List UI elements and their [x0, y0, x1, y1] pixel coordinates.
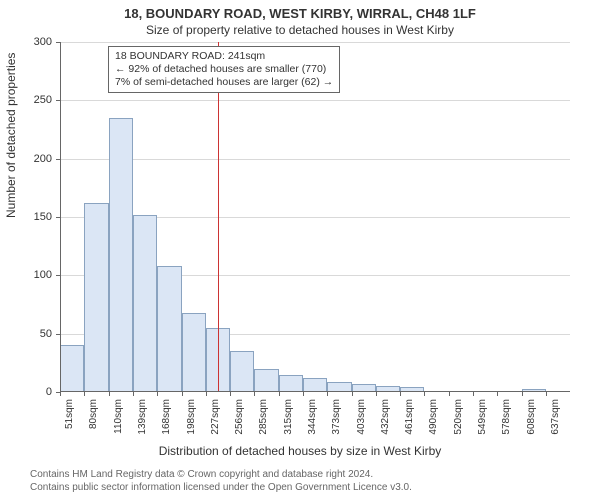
histogram-bar: [60, 345, 84, 392]
xtick-mark: [546, 392, 547, 396]
ytick-label: 200: [12, 153, 52, 165]
y-axis-line: [60, 42, 61, 392]
xtick-label: 432sqm: [380, 399, 391, 449]
ytick-label: 0: [12, 386, 52, 398]
xtick-label: 285sqm: [258, 399, 269, 449]
reference-line: [218, 42, 219, 392]
page-title: 18, BOUNDARY ROAD, WEST KIRBY, WIRRAL, C…: [0, 0, 600, 21]
xtick-label: 198sqm: [186, 399, 197, 449]
grid-line: [60, 159, 570, 160]
xtick-mark: [376, 392, 377, 396]
xtick-mark: [133, 392, 134, 396]
xtick-mark: [449, 392, 450, 396]
xtick-label: 80sqm: [88, 399, 99, 449]
xtick-label: 344sqm: [307, 399, 318, 449]
xtick-label: 637sqm: [550, 399, 561, 449]
xtick-mark: [327, 392, 328, 396]
plot-area: 05010015020025030051sqm80sqm110sqm139sqm…: [60, 42, 570, 430]
xtick-label: 139sqm: [137, 399, 148, 449]
xtick-label: 608sqm: [526, 399, 537, 449]
xtick-mark: [182, 392, 183, 396]
xtick-mark: [303, 392, 304, 396]
xtick-mark: [352, 392, 353, 396]
ytick-label: 100: [12, 269, 52, 281]
annotation-line: 7% of semi-detached houses are larger (6…: [115, 76, 333, 89]
histogram-bar: [109, 118, 133, 392]
attribution-line-1: Contains HM Land Registry data © Crown c…: [30, 469, 412, 482]
xtick-mark: [109, 392, 110, 396]
xtick-mark: [206, 392, 207, 396]
ytick-label: 300: [12, 36, 52, 48]
x-axis-line: [60, 391, 570, 392]
xtick-label: 315sqm: [283, 399, 294, 449]
xtick-mark: [254, 392, 255, 396]
attribution-line-2: Contains public sector information licen…: [30, 482, 412, 495]
xtick-mark: [84, 392, 85, 396]
attribution: Contains HM Land Registry data © Crown c…: [30, 469, 412, 494]
xtick-label: 461sqm: [404, 399, 415, 449]
xtick-mark: [522, 392, 523, 396]
xtick-mark: [157, 392, 158, 396]
histogram-bar: [279, 375, 303, 393]
ytick-label: 50: [12, 328, 52, 340]
xtick-label: 578sqm: [501, 399, 512, 449]
annotation-line: 18 BOUNDARY ROAD: 241sqm: [115, 50, 333, 63]
histogram-bar: [84, 203, 109, 392]
xtick-mark: [279, 392, 280, 396]
histogram-bar: [133, 215, 157, 392]
xtick-label: 403sqm: [356, 399, 367, 449]
xtick-label: 256sqm: [234, 399, 245, 449]
xtick-label: 373sqm: [331, 399, 342, 449]
annotation-box: 18 BOUNDARY ROAD: 241sqm← 92% of detache…: [108, 46, 340, 93]
y-axis-title: Number of detached properties: [4, 53, 18, 218]
xtick-mark: [230, 392, 231, 396]
histogram-bar: [303, 378, 327, 392]
histogram-bar: [254, 369, 279, 392]
grid-line: [60, 100, 570, 101]
xtick-mark: [424, 392, 425, 396]
xtick-label: 168sqm: [161, 399, 172, 449]
xtick-mark: [497, 392, 498, 396]
xtick-label: 549sqm: [477, 399, 488, 449]
histogram-bar: [182, 313, 206, 392]
chart-page: 18, BOUNDARY ROAD, WEST KIRBY, WIRRAL, C…: [0, 0, 600, 500]
xtick-label: 227sqm: [210, 399, 221, 449]
xtick-mark: [473, 392, 474, 396]
histogram: 05010015020025030051sqm80sqm110sqm139sqm…: [60, 42, 570, 392]
annotation-line: ← 92% of detached houses are smaller (77…: [115, 63, 333, 76]
xtick-label: 51sqm: [64, 399, 75, 449]
xtick-mark: [400, 392, 401, 396]
xtick-label: 490sqm: [428, 399, 439, 449]
xtick-label: 110sqm: [113, 399, 124, 449]
histogram-bar: [230, 351, 254, 392]
grid-line: [60, 42, 570, 43]
ytick-label: 250: [12, 94, 52, 106]
histogram-bar: [157, 266, 182, 392]
xtick-mark: [60, 392, 61, 396]
ytick-label: 150: [12, 211, 52, 223]
page-subtitle: Size of property relative to detached ho…: [0, 21, 600, 37]
xtick-label: 520sqm: [453, 399, 464, 449]
x-axis-title: Distribution of detached houses by size …: [0, 444, 600, 458]
